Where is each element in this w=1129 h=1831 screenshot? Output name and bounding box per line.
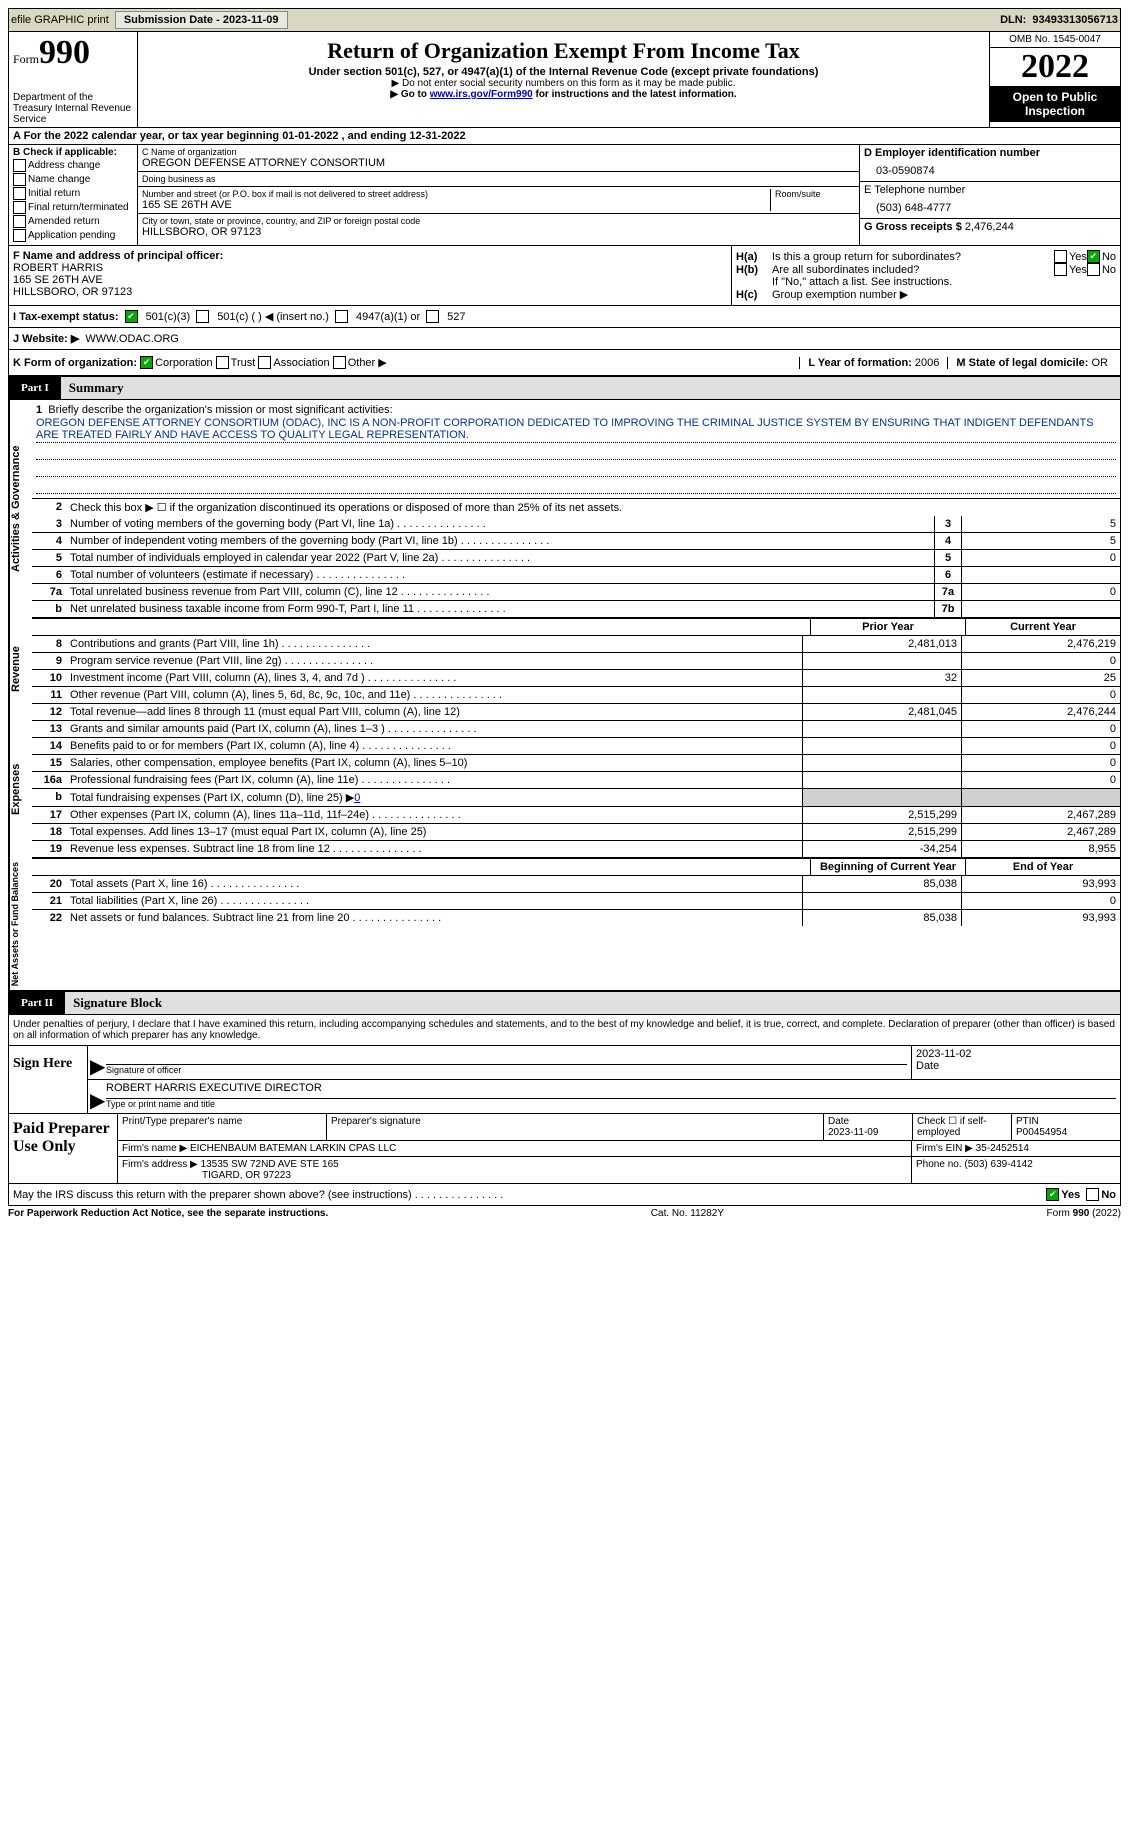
- gross-label: G Gross receipts $: [864, 221, 962, 233]
- open-inspection: Open to Public Inspection: [990, 86, 1120, 122]
- vtab-exp: Expenses: [9, 721, 32, 858]
- hb-note: If "No," attach a list. See instructions…: [736, 276, 1116, 288]
- activities-governance: Activities & Governance 1 Briefly descri…: [8, 400, 1121, 618]
- part2-header: Part II Signature Block: [8, 991, 1121, 1015]
- dln-value: 93493313056713: [1032, 14, 1118, 26]
- form-title: Return of Organization Exempt From Incom…: [142, 38, 985, 64]
- room-label: Room/suite: [775, 189, 855, 199]
- officer-label: F Name and address of principal officer:: [13, 250, 223, 262]
- gross-value: 2,476,244: [965, 221, 1014, 233]
- part1-header: Part I Summary: [8, 376, 1121, 400]
- ck-final[interactable]: Final return/terminated: [13, 201, 133, 214]
- mission-text: OREGON DEFENSE ATTORNEY CONSORTIUM (ODAC…: [36, 416, 1116, 443]
- officer-street: 165 SE 26TH AVE: [13, 274, 103, 286]
- top-bar: efile GRAPHIC print Submission Date - 20…: [8, 8, 1121, 32]
- ck-address[interactable]: Address change: [13, 159, 133, 172]
- dln-label: DLN:: [1000, 14, 1026, 26]
- street-value: 165 SE 26TH AVE: [142, 199, 770, 211]
- row-a: A For the 2022 calendar year, or tax yea…: [8, 128, 1121, 145]
- submission-date-btn[interactable]: Submission Date - 2023-11-09: [115, 11, 288, 29]
- row-k: K Form of organization: Corporation Trus…: [8, 350, 1121, 376]
- tax-year: 2022: [990, 48, 1120, 86]
- ssn-note: ▶ Do not enter social security numbers o…: [142, 78, 985, 89]
- ein-value: 03-0590874: [864, 159, 1116, 179]
- irs-discuss: May the IRS discuss this return with the…: [8, 1184, 1121, 1206]
- vtab-ag: Activities & Governance: [9, 400, 32, 618]
- org-name: OREGON DEFENSE ATTORNEY CONSORTIUM: [142, 157, 855, 169]
- dba-label: Doing business as: [142, 174, 855, 184]
- discuss-yes[interactable]: [1046, 1188, 1059, 1201]
- goto-note: ▶ Go to www.irs.gov/Form990 for instruct…: [142, 89, 985, 100]
- ck-amended[interactable]: Amended return: [13, 215, 133, 228]
- sign-here-block: Sign Here ▶ Signature of officer 2023-11…: [8, 1046, 1121, 1114]
- website: WWW.ODAC.ORG: [85, 333, 179, 345]
- officer-name: ROBERT HARRIS: [13, 262, 103, 274]
- col-b-label: B Check if applicable:: [13, 147, 117, 158]
- dept-treasury: Department of the Treasury Internal Reve…: [13, 92, 133, 125]
- paid-preparer-block: Paid Preparer Use Only Print/Type prepar…: [8, 1114, 1121, 1184]
- page-footer: For Paperwork Reduction Act Notice, see …: [8, 1206, 1121, 1221]
- phone-value: (503) 648-4777: [864, 196, 1116, 216]
- form-number: 990: [39, 34, 90, 71]
- ck-4947[interactable]: [335, 310, 348, 323]
- netassets-section: Net Assets or Fund Balances Beginning of…: [8, 858, 1121, 991]
- row-j: J Website: ▶ WWW.ODAC.ORG: [8, 328, 1121, 350]
- irs-link[interactable]: www.irs.gov/Form990: [430, 89, 533, 100]
- form-subtitle: Under section 501(c), 527, or 4947(a)(1)…: [142, 66, 985, 78]
- city-label: City or town, state or province, country…: [142, 216, 855, 226]
- ck-name[interactable]: Name change: [13, 173, 133, 186]
- entity-block: B Check if applicable: Address change Na…: [8, 145, 1121, 245]
- ck-501c[interactable]: [196, 310, 209, 323]
- row-i: I Tax-exempt status: 501(c)(3) 501(c) ( …: [8, 306, 1121, 328]
- revenue-section: Revenue Prior YearCurrent Year 8Contribu…: [8, 618, 1121, 721]
- ck-527[interactable]: [426, 310, 439, 323]
- org-name-label: C Name of organization: [142, 147, 855, 157]
- vtab-na: Net Assets or Fund Balances: [9, 858, 32, 990]
- fundraising-link[interactable]: 0: [354, 792, 360, 804]
- efile-label: efile GRAPHIC print: [11, 14, 109, 26]
- form-label: Form: [13, 52, 39, 66]
- city-value: HILLSBORO, OR 97123: [142, 226, 855, 238]
- vtab-rev: Revenue: [9, 618, 32, 721]
- omb-number: OMB No. 1545-0047: [990, 32, 1120, 48]
- street-label: Number and street (or P.O. box if mail i…: [142, 189, 770, 199]
- officer-city: HILLSBORO, OR 97123: [13, 286, 132, 298]
- ck-pending[interactable]: Application pending: [13, 229, 133, 242]
- expenses-section: Expenses 13Grants and similar amounts pa…: [8, 721, 1121, 858]
- form-header: Form990 Department of the Treasury Inter…: [8, 32, 1121, 128]
- ck-501c3[interactable]: [125, 310, 138, 323]
- perjury-statement: Under penalties of perjury, I declare th…: [8, 1015, 1121, 1046]
- ck-initial[interactable]: Initial return: [13, 187, 133, 200]
- row-fh: F Name and address of principal officer:…: [8, 245, 1121, 306]
- phone-label: E Telephone number: [864, 184, 965, 196]
- discuss-no[interactable]: [1086, 1188, 1099, 1201]
- ein-label: D Employer identification number: [864, 147, 1040, 159]
